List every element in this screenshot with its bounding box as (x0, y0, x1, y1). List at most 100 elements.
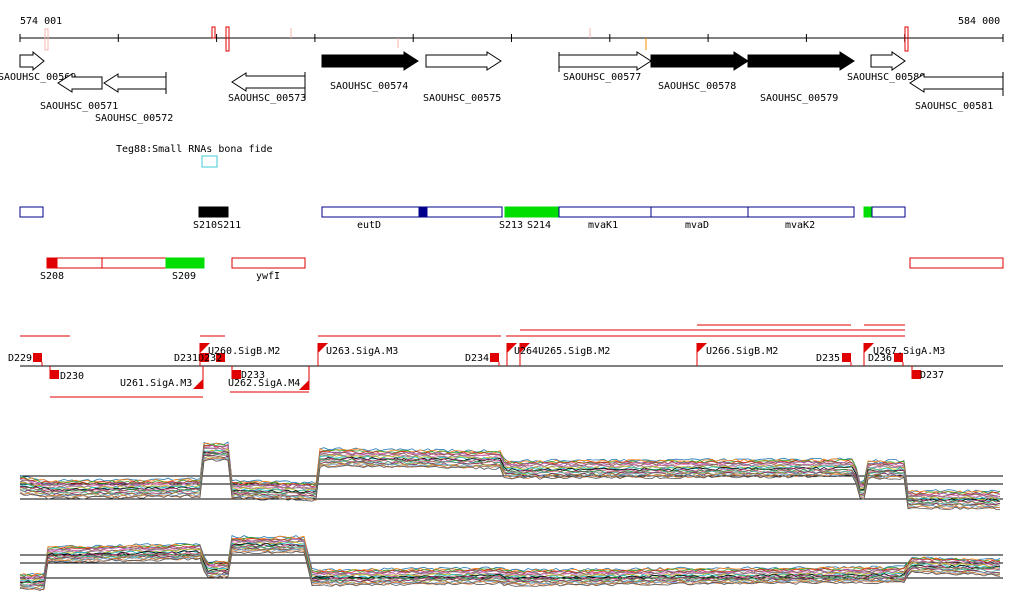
expression-profile (19, 543, 1000, 584)
promoter-flag[interactable] (507, 343, 517, 353)
gene-label: SAOUHSC_00569 (0, 72, 76, 83)
terminator-box[interactable] (490, 353, 499, 362)
expression-profile (19, 456, 1001, 509)
feature-label: D231D232 (174, 353, 222, 364)
gene-arrow[interactable] (870, 51, 906, 71)
gene-label: SAOUHSC_00573 (228, 93, 306, 104)
small-rna-feature[interactable] (201, 155, 218, 168)
feature-label: D236 (868, 353, 892, 364)
promoter-flag[interactable] (200, 343, 210, 353)
promoter-flag[interactable] (193, 379, 203, 389)
ruler-marker (225, 26, 230, 52)
segment-label: eutD (357, 220, 381, 231)
gene-arrow[interactable] (19, 50, 45, 72)
gene-arrow[interactable] (909, 73, 1004, 93)
expression-profile (19, 545, 1001, 587)
gene-arrow[interactable] (103, 73, 167, 93)
gene-label: SAOUHSC_00574 (330, 81, 408, 92)
ruler-start-label: 574 001 (20, 16, 62, 27)
feature-label: D237 (920, 370, 944, 381)
expression-track-plus (19, 441, 1003, 510)
expression-profile (19, 446, 1001, 499)
segment-label: S213 (499, 220, 523, 231)
feature-label: U263.SigA.M3 (326, 346, 398, 357)
segment-box[interactable] (321, 206, 503, 218)
segment-box[interactable] (418, 206, 428, 218)
feature-label: D233 (241, 370, 265, 381)
promoter-flag[interactable] (299, 380, 309, 390)
segment-box[interactable] (165, 257, 205, 269)
expression-profile (19, 451, 1001, 502)
promoter-flag[interactable] (318, 343, 328, 353)
terminator-box[interactable] (842, 353, 851, 362)
expression-profile (19, 452, 1001, 504)
gene-track: SAOUHSC_00569 SAOUHSC_00571 SAOUHSC_0057… (0, 50, 1004, 124)
expression-profile (19, 538, 1001, 579)
terminator-box[interactable] (912, 370, 921, 379)
segment-label: ywfI (256, 271, 280, 282)
gene-label: SAOUHSC_00572 (95, 113, 173, 124)
segment-track-red: S208 S209 ywfI (40, 257, 1004, 282)
small-rna-track: Teg88:Small RNAs bona fide (116, 144, 273, 168)
gene-arrow[interactable] (425, 51, 502, 71)
segment-box[interactable] (198, 206, 229, 218)
ruler-marker (211, 26, 216, 39)
terminator-box[interactable] (33, 353, 42, 362)
feature-label: U267.SigA.M3 (873, 346, 945, 357)
terminator-box[interactable] (50, 370, 59, 379)
expression-profile (19, 458, 1001, 510)
segment-label: S214 (527, 220, 551, 231)
gene-label: SAOUHSC_00571 (40, 101, 118, 112)
segment-box[interactable] (46, 257, 58, 269)
feature-label: U266.SigB.M2 (706, 346, 778, 357)
small-rna-label: Teg88:Small RNAs bona fide (116, 144, 273, 155)
segment-box[interactable] (231, 257, 306, 269)
promoter-flag[interactable] (864, 343, 874, 353)
feature-label: D229 (8, 353, 32, 364)
expression-lines (19, 441, 1001, 510)
expression-profile (19, 550, 1001, 591)
expression-profile (19, 536, 1001, 577)
segment-box[interactable] (863, 206, 873, 218)
segment-box[interactable] (19, 206, 44, 218)
coordinate-ruler: 574 001 584 000 (19, 16, 1004, 52)
gene-label: SAOUHSC_00575 (423, 93, 501, 104)
segment-label: S210S211 (193, 220, 241, 231)
gene-arrow[interactable] (650, 51, 749, 71)
gene-arrow[interactable] (558, 51, 652, 71)
terminator-box[interactable] (232, 370, 241, 379)
promoter-flag[interactable] (520, 343, 530, 353)
gene-arrow[interactable] (57, 73, 103, 93)
segment-label: mvaK1 (588, 220, 618, 231)
segment-box[interactable] (909, 257, 1004, 269)
terminator-box[interactable] (894, 353, 903, 362)
regulatory-track: D229 D230 D231D232 U260.SigB.M2 U261.Sig… (8, 324, 1003, 398)
gene-label: SAOUHSC_00577 (563, 72, 641, 83)
feature-label: D234 (465, 353, 489, 364)
segment-label: S209 (172, 271, 196, 282)
gene-arrow[interactable] (747, 51, 855, 71)
segment-label: mvaD (685, 220, 709, 231)
promoter-flag[interactable] (697, 343, 707, 353)
feature-label: U261.SigA.M3 (120, 378, 192, 389)
gene-arrow[interactable] (231, 72, 306, 92)
segment-box[interactable] (504, 206, 560, 218)
segment-label: S208 (40, 271, 64, 282)
feature-label: U264U265.SigB.M2 (514, 346, 610, 357)
expression-lines (19, 535, 1001, 591)
terminator-box[interactable] (216, 353, 225, 362)
segment-box[interactable] (871, 206, 906, 218)
segment-box[interactable] (558, 206, 855, 218)
operon-track: S210S211 eutD S213 S214 mvaK1 mvaD mvaK2 (19, 206, 906, 231)
gene-label: SAOUHSC_00579 (760, 93, 838, 104)
feature-label: D235 (816, 353, 840, 364)
ruler-end-label: 584 000 (958, 16, 1000, 27)
gene-label: SAOUHSC_00578 (658, 81, 736, 92)
expression-profile (19, 546, 1001, 588)
terminator-box[interactable] (200, 353, 209, 362)
gene-label: SAOUHSC_00580 (847, 72, 925, 83)
gene-arrow[interactable] (321, 51, 419, 71)
feature-label: U262.SigA.M4 (228, 378, 300, 389)
segment-label: mvaK2 (785, 220, 815, 231)
